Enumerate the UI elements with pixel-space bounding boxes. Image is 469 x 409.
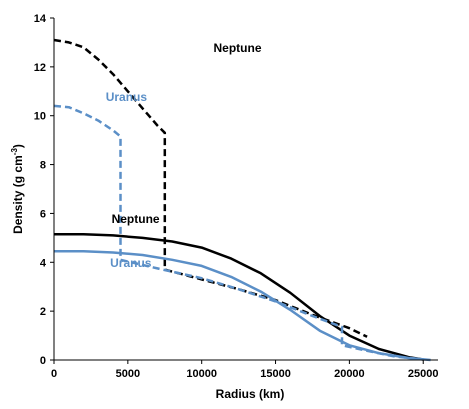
uranus-solid-line: [54, 250, 431, 362]
neptune-dashed-line: [53, 38, 368, 338]
x-axis-title: Radius (km): [216, 387, 285, 401]
y-tick-label: 10: [34, 111, 46, 123]
neptune-label: Neptune: [214, 41, 262, 55]
x-tick-label: 5000: [116, 368, 140, 380]
annotations: Neptune Uranus Neptune Uranus: [106, 41, 262, 270]
y-tick-label: 8: [40, 160, 46, 172]
y-tick-label: 6: [40, 208, 46, 220]
neptune-label: Neptune: [112, 212, 160, 226]
y-tick-label: 4: [40, 257, 47, 269]
y-tick-label: 12: [34, 62, 46, 74]
x-axis: 0 5000 10000 15000 20000 25000: [51, 359, 439, 380]
y-tick-label: 2: [40, 306, 46, 318]
x-tick-label: 15000: [260, 368, 291, 380]
y-axis-title: Density (g cm-3): [10, 144, 25, 234]
y-axis: 0 2 4 6 8 10 12 14: [34, 13, 55, 367]
x-tick-label: 25000: [408, 368, 439, 380]
y-tick-label: 0: [40, 355, 46, 367]
y-tick-label: 14: [34, 13, 47, 25]
x-tick-label: 0: [51, 368, 57, 380]
x-tick-label: 20000: [334, 368, 365, 380]
plot-lines: [53, 38, 431, 362]
x-tick-label: 10000: [186, 368, 217, 380]
neptune-solid-line: [54, 232, 424, 361]
uranus-label: Uranus: [106, 90, 148, 104]
uranus-dashed-line: [53, 104, 424, 361]
uranus-label: Uranus: [110, 256, 152, 270]
